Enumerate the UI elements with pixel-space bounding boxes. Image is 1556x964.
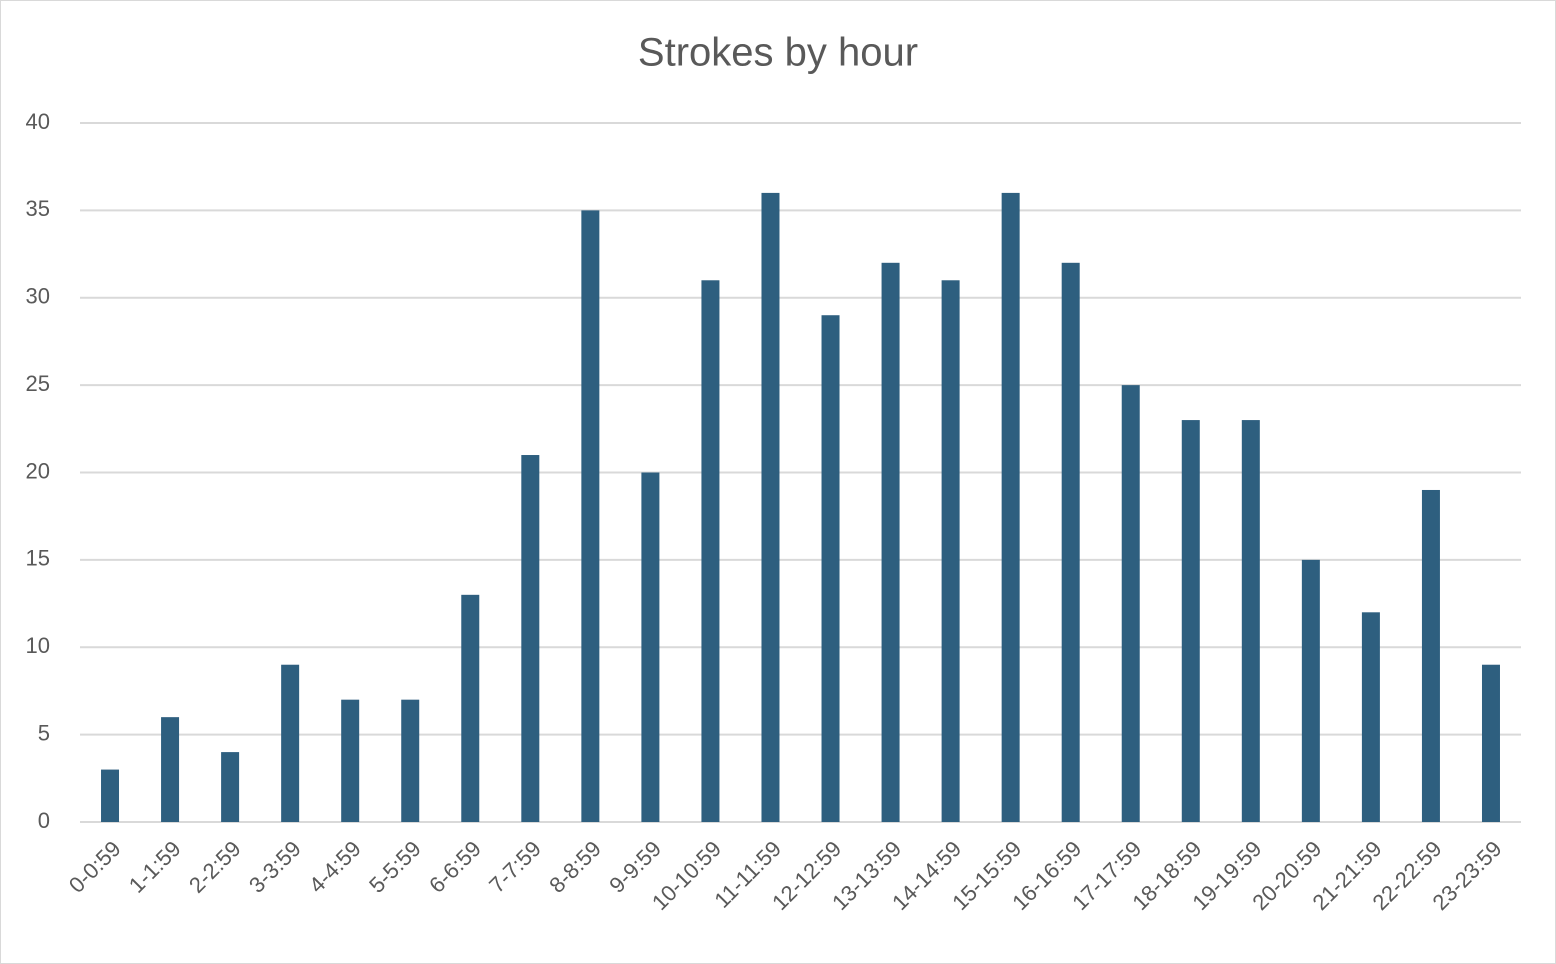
bar	[161, 717, 180, 822]
bar	[1181, 420, 1200, 822]
bar	[341, 699, 360, 822]
bar	[821, 315, 840, 822]
bar	[461, 594, 480, 822]
bar	[881, 262, 900, 822]
y-tick-label: 40	[26, 109, 50, 134]
y-tick-label: 15	[26, 546, 50, 571]
y-tick-label: 10	[26, 633, 50, 658]
y-tick-label: 0	[38, 808, 50, 833]
bar	[1001, 192, 1020, 822]
y-tick-label: 20	[26, 458, 50, 483]
bar	[1361, 612, 1380, 822]
bar	[521, 455, 540, 822]
bar	[221, 752, 240, 822]
bar	[1421, 489, 1440, 822]
bar	[941, 280, 960, 822]
bar	[401, 699, 420, 822]
bar	[1241, 420, 1260, 822]
bar	[761, 192, 780, 822]
y-tick-label: 5	[38, 720, 50, 745]
bar	[1121, 385, 1140, 822]
chart-title: Strokes by hour	[638, 31, 918, 75]
bar	[701, 280, 720, 822]
bar	[641, 472, 660, 822]
bar	[1481, 664, 1500, 822]
bar	[281, 664, 300, 822]
y-tick-label: 25	[26, 371, 50, 396]
y-tick-label: 35	[26, 196, 50, 221]
bar	[101, 769, 120, 822]
bar	[1061, 262, 1080, 822]
bar	[581, 210, 600, 822]
y-tick-label: 30	[26, 284, 50, 309]
bar	[1301, 559, 1320, 822]
